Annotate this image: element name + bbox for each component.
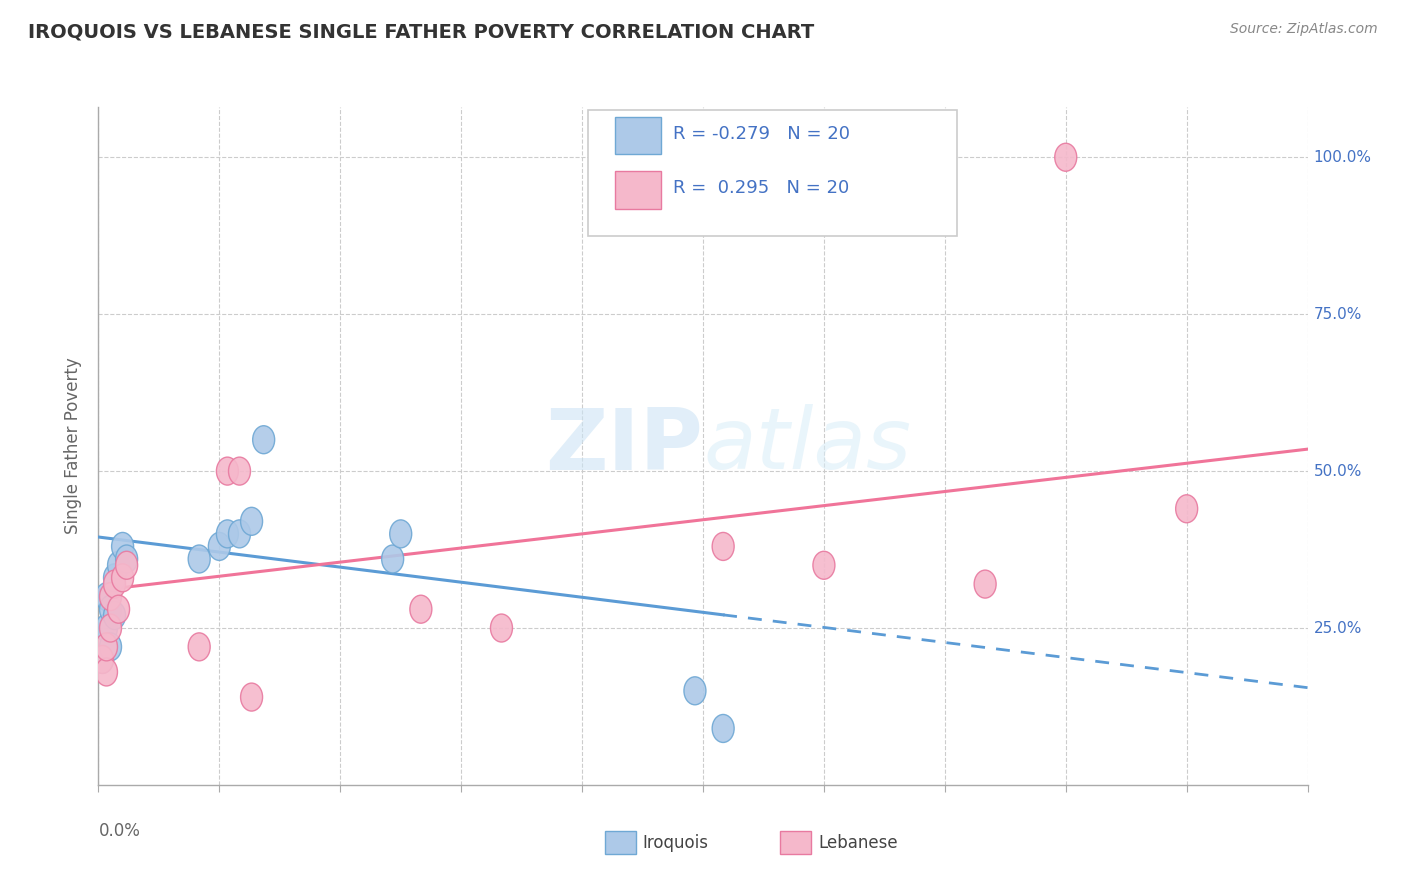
Ellipse shape [411, 595, 432, 624]
Ellipse shape [188, 545, 209, 573]
Text: ZIP: ZIP [546, 404, 703, 488]
Text: R = -0.279   N = 20: R = -0.279 N = 20 [672, 125, 849, 143]
Ellipse shape [111, 564, 134, 591]
Ellipse shape [1054, 144, 1077, 171]
Ellipse shape [108, 595, 129, 624]
Ellipse shape [240, 508, 263, 535]
Ellipse shape [188, 632, 209, 661]
Ellipse shape [389, 520, 412, 548]
Ellipse shape [108, 551, 129, 579]
FancyBboxPatch shape [588, 111, 957, 235]
Y-axis label: Single Father Poverty: Single Father Poverty [65, 358, 83, 534]
Ellipse shape [217, 520, 239, 548]
Text: IROQUOIS VS LEBANESE SINGLE FATHER POVERTY CORRELATION CHART: IROQUOIS VS LEBANESE SINGLE FATHER POVER… [28, 22, 814, 41]
Text: 100.0%: 100.0% [1313, 150, 1372, 165]
Ellipse shape [253, 425, 274, 454]
Ellipse shape [96, 632, 118, 661]
Text: Source: ZipAtlas.com: Source: ZipAtlas.com [1230, 22, 1378, 37]
Ellipse shape [100, 582, 121, 611]
Ellipse shape [713, 533, 734, 560]
Ellipse shape [104, 570, 125, 599]
Ellipse shape [683, 677, 706, 705]
Ellipse shape [208, 533, 231, 560]
Ellipse shape [115, 545, 138, 573]
Ellipse shape [111, 533, 134, 560]
FancyBboxPatch shape [614, 117, 661, 154]
Ellipse shape [229, 520, 250, 548]
Ellipse shape [96, 658, 118, 686]
Ellipse shape [104, 601, 125, 630]
Ellipse shape [100, 632, 121, 661]
Ellipse shape [91, 646, 114, 673]
Text: 75.0%: 75.0% [1313, 307, 1362, 322]
Ellipse shape [96, 614, 118, 642]
Ellipse shape [96, 582, 118, 611]
Ellipse shape [491, 614, 512, 642]
Ellipse shape [240, 683, 263, 711]
Text: 0.0%: 0.0% [98, 822, 141, 840]
Ellipse shape [381, 545, 404, 573]
Ellipse shape [713, 714, 734, 742]
Ellipse shape [104, 564, 125, 591]
Text: R =  0.295   N = 20: R = 0.295 N = 20 [672, 179, 849, 197]
Ellipse shape [115, 551, 138, 579]
Ellipse shape [100, 614, 121, 642]
FancyBboxPatch shape [614, 171, 661, 209]
Text: Iroquois: Iroquois [643, 834, 709, 852]
Text: 50.0%: 50.0% [1313, 464, 1362, 479]
Ellipse shape [229, 457, 250, 485]
Ellipse shape [91, 646, 114, 673]
Ellipse shape [217, 457, 239, 485]
Ellipse shape [100, 595, 121, 624]
Text: Lebanese: Lebanese [818, 834, 898, 852]
Ellipse shape [813, 551, 835, 579]
Ellipse shape [974, 570, 995, 599]
Text: atlas: atlas [703, 404, 911, 488]
Ellipse shape [1175, 495, 1198, 523]
Text: 25.0%: 25.0% [1313, 621, 1362, 635]
